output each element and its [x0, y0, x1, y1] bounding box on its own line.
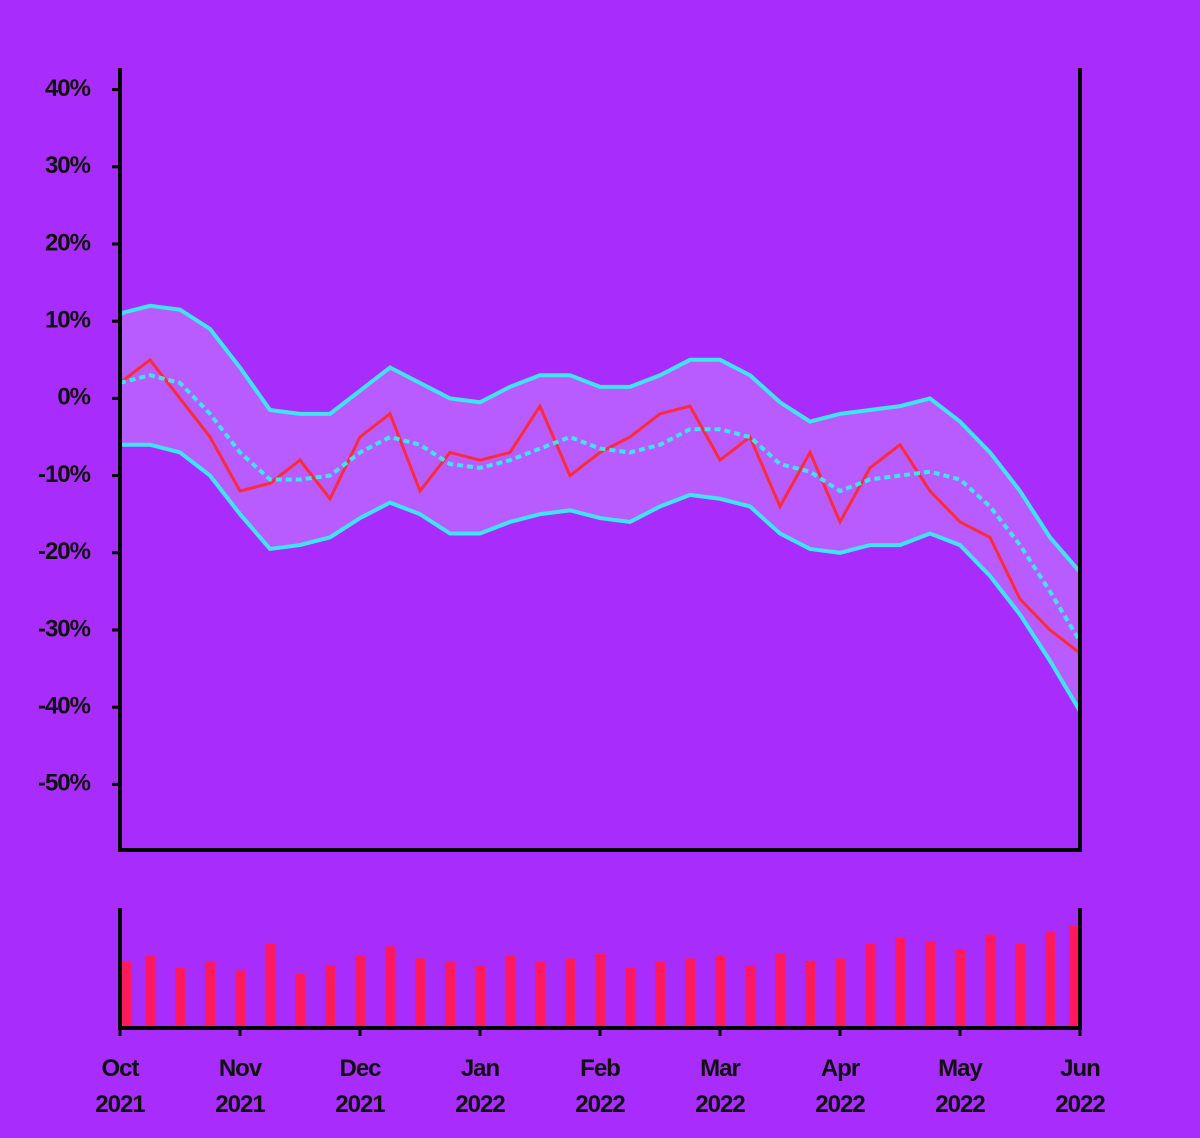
y-tick-label: 0%	[57, 384, 90, 411]
y-tick-label: 10%	[45, 307, 91, 334]
volume-bar	[505, 956, 515, 1028]
y-tick-label: -40%	[38, 693, 91, 720]
volume-bar	[325, 965, 335, 1028]
y-tick-label: -50%	[38, 770, 91, 797]
x-tick-label: Feb 2022	[575, 1055, 625, 1118]
volume-bar	[175, 968, 185, 1028]
series-line	[119, 357, 1081, 655]
volume-bar	[595, 953, 605, 1028]
volume-bar	[745, 965, 755, 1028]
volume-bar	[955, 950, 965, 1028]
y-tick-label: 20%	[45, 229, 91, 256]
volume-bar	[895, 938, 905, 1028]
volume-bar	[415, 958, 425, 1028]
series-line	[119, 373, 1082, 643]
band-fill	[120, 305, 1080, 712]
x-tick-label: Nov 2021	[215, 1055, 265, 1118]
y-tick-label: 30%	[45, 152, 91, 179]
series-line	[119, 303, 1082, 574]
x-tick-label: Jun 2022	[1055, 1055, 1105, 1118]
volume-bar	[865, 944, 875, 1028]
volume-bar	[295, 974, 305, 1028]
volume-bar	[835, 958, 845, 1028]
x-tick-label: May 2022	[935, 1055, 985, 1118]
x-tick-label: Apr 2022	[815, 1055, 865, 1118]
volume-bar	[805, 960, 815, 1028]
y-tick-label: -30%	[38, 615, 91, 642]
volume-bar	[235, 970, 245, 1028]
volume-bar	[715, 956, 725, 1028]
volume-bar	[265, 944, 275, 1028]
series-line	[120, 442, 1082, 713]
volume-bar	[1045, 932, 1055, 1028]
volume-bar	[385, 946, 395, 1028]
x-tick-label: Dec 2021	[335, 1055, 385, 1118]
x-tick-label: Oct 2021	[95, 1055, 145, 1118]
x-tick-label: Mar 2022	[695, 1055, 745, 1118]
volume-bar	[445, 962, 455, 1028]
volume-bar	[685, 958, 695, 1028]
volume-bar	[475, 965, 485, 1028]
price-pane: 40% 30% 20% 10% 0% -10% -20% -30% -40% -50%	[38, 75, 1082, 797]
volume-bar	[625, 968, 635, 1028]
volume-pane: Oct 2021 Nov 2021 Dec 2021 Jan 2022 Feb 2022 Mar 20…	[95, 926, 1106, 1118]
volume-bar	[205, 962, 215, 1028]
volume-bar	[925, 941, 935, 1028]
volume-bar	[655, 962, 665, 1028]
y-tick-label: 40%	[45, 75, 91, 102]
volume-bar	[775, 953, 785, 1028]
volume-bar	[145, 956, 155, 1028]
y-tick-label: -10%	[38, 461, 91, 488]
volume-bar	[535, 962, 545, 1028]
volume-bar	[985, 934, 995, 1028]
volume-bar	[1015, 944, 1025, 1028]
volume-bar	[355, 956, 365, 1028]
x-tick-label: Jan 2022	[455, 1055, 505, 1118]
y-tick-label: -20%	[38, 538, 91, 565]
volume-bar	[121, 962, 131, 1028]
volume-bar	[565, 958, 575, 1028]
volume-bar	[1069, 926, 1079, 1028]
